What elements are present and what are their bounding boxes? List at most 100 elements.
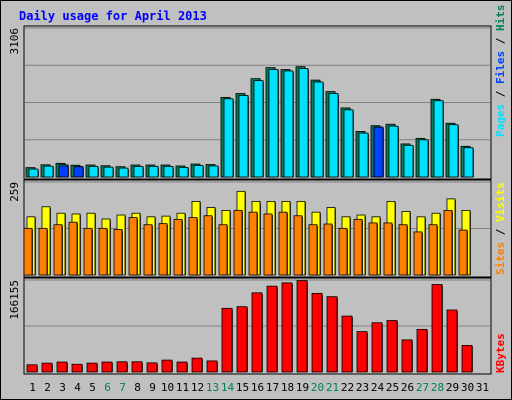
files-bar [43, 165, 54, 178]
x-tick-label: 26 [401, 381, 414, 394]
kbytes-ymax-label: 166155 [8, 280, 21, 320]
x-tick-label: 25 [386, 381, 399, 394]
x-tick-label: 29 [446, 381, 459, 394]
sites-bar [293, 215, 303, 276]
files-bar [448, 124, 459, 178]
sites-bar [353, 218, 363, 276]
kbytes-bar [326, 296, 338, 373]
files-bar [223, 98, 234, 178]
kbytes-bar [26, 364, 38, 373]
files-bar [118, 167, 129, 178]
sites-bar [458, 229, 468, 276]
legend-pages-files-hits: Pages / Files / Hits [494, 5, 507, 138]
kbytes-bar [356, 331, 368, 373]
kbytes-bar [56, 361, 68, 373]
sites-bar [398, 224, 408, 276]
kbytes-bar [236, 306, 248, 373]
kbytes-bar [86, 362, 98, 373]
bars [23, 66, 474, 373]
x-tick-label: 9 [149, 381, 156, 394]
x-tick-label: 18 [281, 381, 294, 394]
legend-kbytes: KBytes [494, 333, 507, 373]
sites-bar [368, 222, 378, 276]
x-tick-label: 17 [266, 381, 279, 394]
x-tick-label: 3 [59, 381, 66, 394]
kbytes-bar [371, 322, 383, 373]
kbytes-bar [341, 315, 353, 373]
sites-bar [158, 223, 168, 276]
files-bar [358, 132, 369, 178]
pages-bar [58, 165, 69, 178]
legend-sep-2: / [494, 31, 507, 51]
files-bar [163, 166, 174, 178]
x-tick-label: 7 [119, 381, 126, 394]
files-bar [313, 81, 324, 178]
x-tick-label: 23 [356, 381, 369, 394]
files-bar [133, 166, 144, 178]
kbytes-bar [266, 285, 278, 373]
sites-bar [218, 224, 228, 276]
x-tick-label: 10 [161, 381, 174, 394]
x-axis-labels: 1 2 3 4 5 6 7 8 9 10 11 12 13 14 15 16 17 18 19 20 21 22 23 24 2… [29, 381, 489, 394]
legend-sep-1: / [494, 84, 507, 104]
sites-bar [338, 227, 348, 276]
sites-bar [203, 215, 213, 276]
legend-files: Files [494, 51, 507, 84]
files-bar [28, 168, 39, 178]
sites-bar [443, 209, 453, 276]
x-tick-label: 13 [206, 381, 219, 394]
x-tick-label: 15 [236, 381, 249, 394]
kbytes-bar [386, 320, 398, 373]
kbytes-bar [296, 280, 308, 373]
x-tick-label: 8 [134, 381, 141, 394]
files-bar [148, 166, 159, 178]
legend-pages: Pages [494, 104, 507, 137]
x-tick-label: 12 [191, 381, 204, 394]
x-tick-label: 1 [29, 381, 36, 394]
kbytes-bar [401, 339, 413, 373]
x-tick-label: 11 [176, 381, 189, 394]
files-bar [193, 165, 204, 178]
hits-ymax-label: 3106 [8, 28, 21, 55]
files-bar [388, 125, 399, 178]
kbytes-bar [101, 361, 113, 373]
legend-sites-visits: Sites / Visits [494, 182, 507, 275]
sites-bar [413, 231, 423, 276]
visits-ymax-label: 259 [8, 182, 21, 202]
kbytes-bar [146, 362, 158, 373]
kbytes-bar [41, 362, 53, 373]
sites-bar [233, 209, 243, 276]
pages-bar [73, 166, 84, 178]
files-bar [343, 109, 354, 178]
kbytes-bar [71, 363, 83, 373]
sites-bar [278, 211, 288, 276]
files-bar [328, 93, 339, 178]
kbytes-bar [176, 361, 188, 373]
x-tick-label: 4 [74, 381, 81, 394]
x-tick-label: 30 [461, 381, 474, 394]
kbytes-bar [206, 360, 218, 373]
files-bar [88, 166, 99, 178]
sites-bar [248, 211, 258, 276]
files-bar [253, 80, 264, 178]
x-tick-label: 21 [326, 381, 339, 394]
sites-bar [308, 224, 318, 276]
x-tick-label: 19 [296, 381, 309, 394]
sites-bar [263, 213, 273, 276]
files-bar [268, 69, 279, 178]
x-tick-label: 14 [221, 381, 235, 394]
legend-sep-3: / [494, 222, 507, 242]
kbytes-bar [416, 328, 428, 373]
sites-bar [38, 227, 48, 276]
files-bar [433, 100, 444, 178]
x-tick-label: 27 [416, 381, 429, 394]
legend-visits: Visits [494, 182, 507, 222]
legend-sites: Sites [494, 242, 507, 275]
kbytes-bar [281, 282, 293, 373]
files-bar [178, 167, 189, 178]
files-bar [463, 147, 474, 178]
sites-bar [83, 227, 93, 276]
files-bar [283, 70, 294, 178]
sites-bar [323, 223, 333, 276]
chart-title: Daily usage for April 2013 [19, 9, 207, 23]
